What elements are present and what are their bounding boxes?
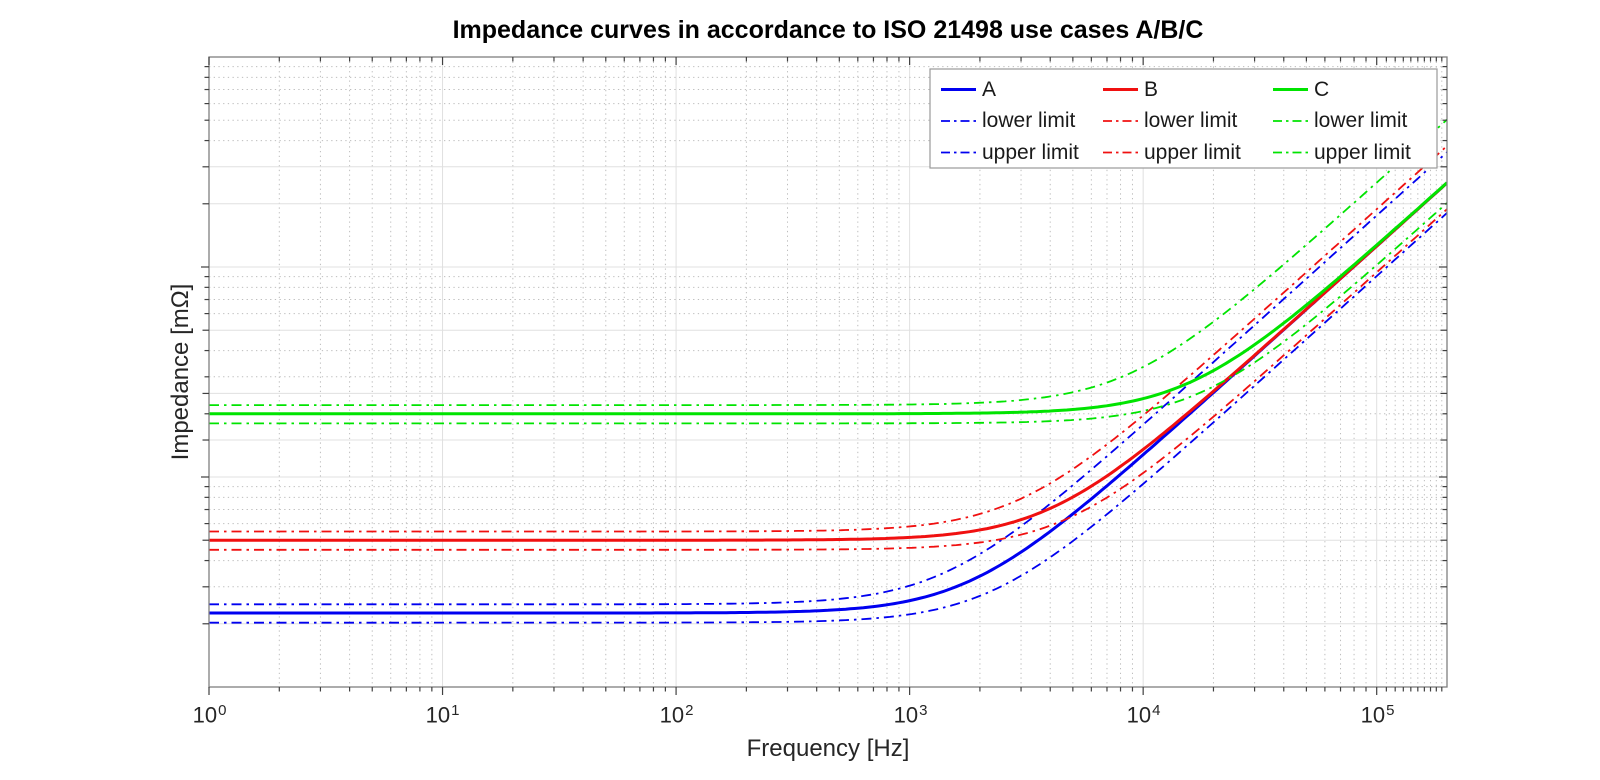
legend-box xyxy=(929,68,1438,169)
legend-label-b-lower: lower limit xyxy=(1144,109,1238,132)
series-a-upper-limit xyxy=(209,151,1447,606)
legend-label-b: B xyxy=(1144,78,1159,101)
x-tick-label-1e3: 103 xyxy=(893,702,928,728)
series-b-lower-limit xyxy=(209,208,1447,551)
legend-label-c-lower: lower limit xyxy=(1314,109,1408,132)
curves xyxy=(209,118,1447,624)
chart-title: Impedance curves in accordance to ISO 21… xyxy=(452,16,1204,44)
legend-label-b-upper: upper limit xyxy=(1144,141,1241,164)
x-tick-label-1e0: 100 xyxy=(192,702,227,728)
x-tick-label-1e2: 102 xyxy=(659,702,694,728)
y-axis-label: Impedance [mΩ] xyxy=(167,283,194,461)
legend xyxy=(929,68,1438,169)
series-b-upper-limit xyxy=(209,145,1447,533)
legend-label-a: A xyxy=(982,78,997,101)
axes xyxy=(201,56,1448,695)
x-tick-label-1e5: 105 xyxy=(1360,702,1395,728)
legend-label-c: C xyxy=(1314,78,1330,101)
legend-label-a-lower: lower limit xyxy=(982,109,1076,132)
series-c xyxy=(209,181,1447,416)
x-tick-label-1e1: 101 xyxy=(425,702,460,728)
x-axis-label: Frequency [Hz] xyxy=(746,735,910,762)
series-a-lower-limit xyxy=(209,212,1447,624)
x-tick-label-1e4: 104 xyxy=(1126,702,1161,728)
series-a xyxy=(209,181,1447,615)
legend-label-a-upper: upper limit xyxy=(982,141,1079,164)
legend-label-c-upper: upper limit xyxy=(1314,141,1411,164)
series-c-lower-limit xyxy=(209,202,1447,425)
series-b xyxy=(209,181,1447,542)
series-c-upper-limit xyxy=(209,118,1447,406)
